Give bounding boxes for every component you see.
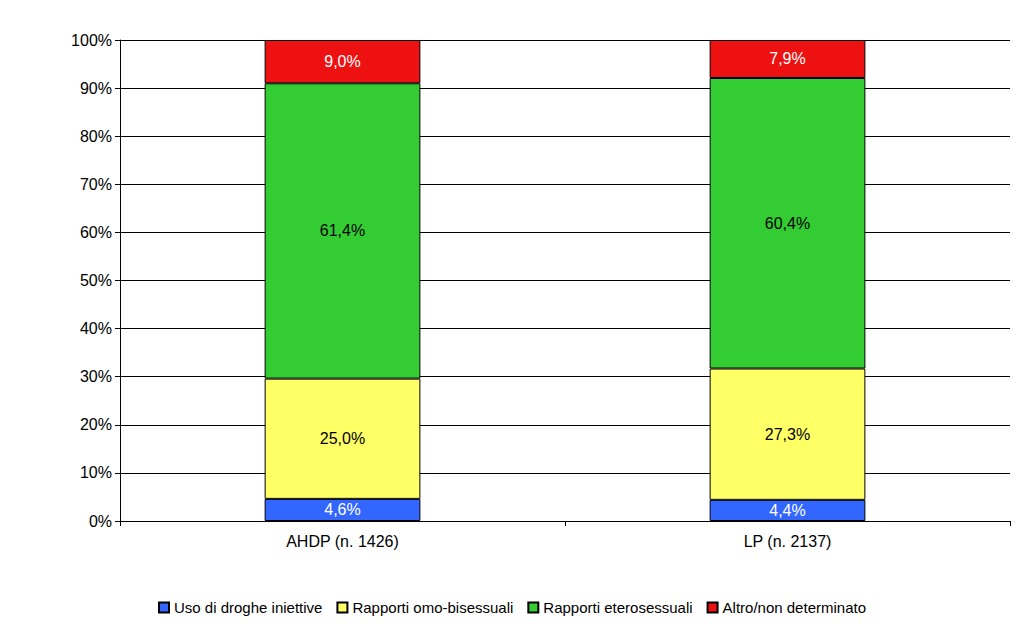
svg-text:70%: 70% — [80, 176, 112, 193]
svg-text:60,4%: 60,4% — [765, 215, 810, 232]
svg-text:9,0%: 9,0% — [324, 53, 360, 70]
svg-text:60%: 60% — [80, 224, 112, 241]
svg-text:4,4%: 4,4% — [769, 502, 805, 519]
svg-text:25,0%: 25,0% — [320, 430, 365, 447]
svg-text:Rapporti eterosessuali: Rapporti eterosessuali — [543, 599, 692, 616]
svg-text:AHDP (n. 1426): AHDP (n. 1426) — [286, 533, 399, 550]
svg-text:80%: 80% — [80, 128, 112, 145]
svg-text:61,4%: 61,4% — [320, 222, 365, 239]
svg-text:100%: 100% — [71, 32, 112, 49]
svg-text:LP (n. 2137): LP (n. 2137) — [744, 533, 832, 550]
svg-text:90%: 90% — [80, 80, 112, 97]
svg-text:7,9%: 7,9% — [769, 50, 805, 67]
svg-text:4,6%: 4,6% — [324, 501, 360, 518]
svg-text:20%: 20% — [80, 416, 112, 433]
svg-text:50%: 50% — [80, 272, 112, 289]
svg-text:Rapporti omo-bisessuali: Rapporti omo-bisessuali — [352, 599, 513, 616]
svg-text:0%: 0% — [89, 513, 112, 530]
svg-text:10%: 10% — [80, 464, 112, 481]
svg-text:27,3%: 27,3% — [765, 426, 810, 443]
svg-text:Uso di droghe iniettive: Uso di droghe iniettive — [174, 599, 322, 616]
svg-text:Altro/non determinato: Altro/non determinato — [723, 599, 866, 616]
svg-text:30%: 30% — [80, 368, 112, 385]
svg-text:40%: 40% — [80, 320, 112, 337]
